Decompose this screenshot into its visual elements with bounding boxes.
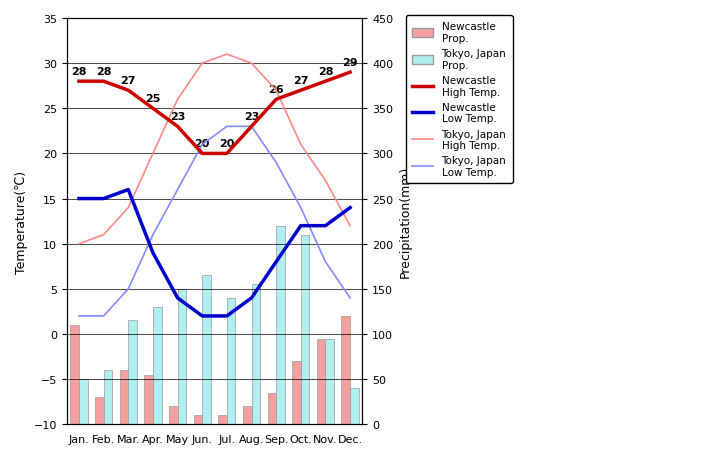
Bar — [227, 298, 235, 425]
Y-axis label: Temperature(℃): Temperature(℃) — [15, 170, 28, 273]
Bar — [202, 276, 211, 425]
Bar — [292, 361, 301, 425]
Bar — [71, 325, 79, 425]
Text: 26: 26 — [269, 84, 284, 95]
Text: 27: 27 — [120, 76, 136, 85]
Bar — [251, 285, 260, 425]
Text: 27: 27 — [293, 76, 309, 85]
Text: 23: 23 — [244, 112, 259, 122]
Y-axis label: Precipitation(mm): Precipitation(mm) — [399, 166, 412, 278]
Bar — [218, 415, 227, 425]
Bar — [104, 370, 112, 425]
Bar — [169, 406, 178, 425]
Bar — [276, 226, 285, 425]
Bar — [153, 307, 161, 425]
Text: 20: 20 — [219, 139, 235, 149]
Bar — [268, 393, 276, 425]
Bar — [350, 388, 359, 425]
Bar — [178, 289, 186, 425]
Bar — [120, 370, 128, 425]
Text: 29: 29 — [342, 57, 358, 67]
Text: 25: 25 — [145, 94, 161, 103]
Bar — [194, 415, 202, 425]
Bar — [79, 379, 88, 425]
Bar — [243, 406, 251, 425]
Text: 28: 28 — [318, 67, 333, 77]
Bar — [325, 339, 334, 425]
Bar — [317, 339, 325, 425]
Text: 20: 20 — [194, 139, 210, 149]
Bar — [128, 321, 137, 425]
Text: 28: 28 — [96, 67, 112, 77]
Bar — [301, 235, 310, 425]
Text: 28: 28 — [71, 67, 86, 77]
Legend: Newcastle
Prop., Tokyo, Japan
Prop., Newcastle
High Temp., Newcastle
Low Temp., : Newcastle Prop., Tokyo, Japan Prop., New… — [406, 16, 513, 184]
Bar — [341, 316, 350, 425]
Bar — [144, 375, 153, 425]
Bar — [95, 397, 104, 425]
Text: 23: 23 — [170, 112, 185, 122]
